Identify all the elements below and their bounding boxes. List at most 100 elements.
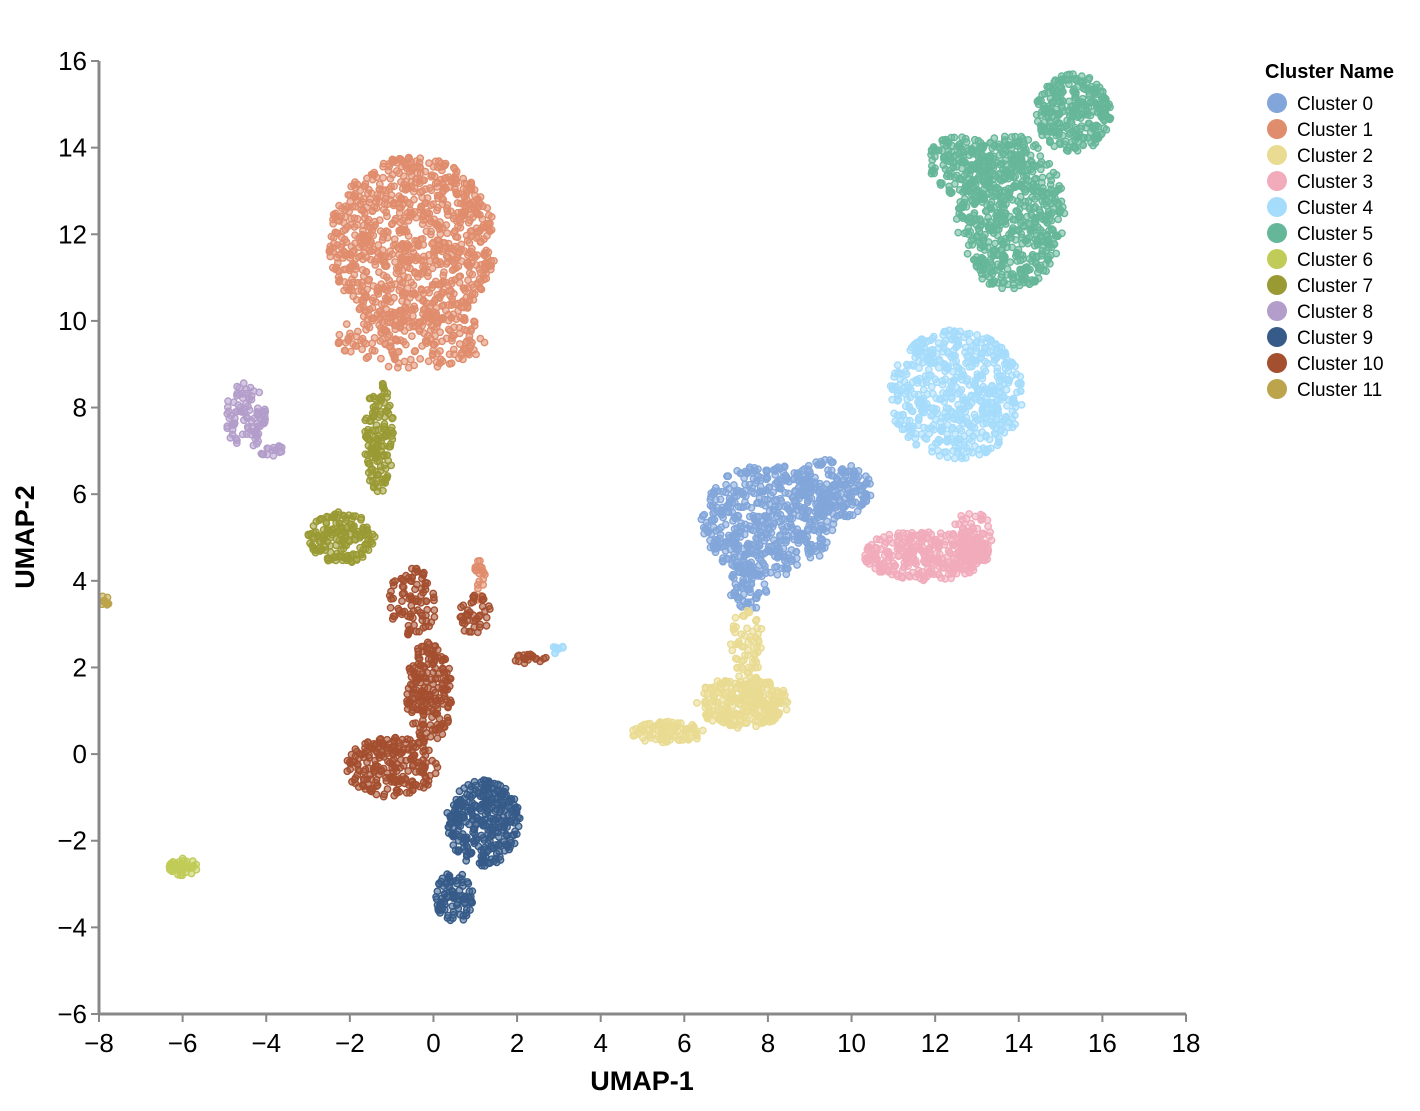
scatter-point <box>962 443 971 452</box>
scatter-point <box>361 416 370 425</box>
scatter-point <box>913 348 921 357</box>
scatter-point <box>709 523 718 532</box>
scatter-point <box>880 540 889 549</box>
scatter-point <box>997 198 1005 207</box>
scatter-point <box>1005 230 1013 239</box>
scatter-point <box>941 367 950 376</box>
scatter-point <box>978 550 987 559</box>
scatter-point <box>803 465 812 474</box>
scatter-point <box>924 568 933 576</box>
scatter-point <box>479 271 488 280</box>
scatter-point <box>362 267 370 276</box>
scatter-point <box>1010 181 1018 190</box>
scatter-point <box>714 702 722 710</box>
scatter-point <box>382 327 391 335</box>
scatter-point <box>751 633 760 642</box>
scatter-point <box>450 350 458 359</box>
scatter-point <box>731 588 740 597</box>
scatter-point <box>702 710 710 719</box>
scatter-point <box>432 358 441 366</box>
scatter-point <box>940 564 949 572</box>
scatter-point <box>970 410 979 419</box>
scatter-point <box>374 241 383 249</box>
scatter-point <box>895 545 904 553</box>
scatter-point <box>880 551 889 560</box>
scatter-point <box>430 280 439 289</box>
scatter-point <box>773 570 782 579</box>
scatter-point <box>1008 407 1017 416</box>
scatter-point <box>716 495 725 504</box>
scatter-point <box>1042 267 1051 275</box>
scatter-point <box>748 686 756 695</box>
scatter-point <box>269 451 278 460</box>
scatter-point <box>318 515 326 523</box>
scatter-point <box>418 262 427 271</box>
scatter-point <box>1014 273 1022 282</box>
scatter-point <box>461 286 469 295</box>
scatter-point <box>1031 140 1040 149</box>
scatter-point <box>326 252 335 261</box>
scatter-point <box>730 481 738 489</box>
scatter-point <box>960 552 969 560</box>
scatter-point <box>341 251 349 260</box>
scatter-point <box>983 206 991 215</box>
scatter-point <box>309 534 317 543</box>
scatter-point <box>342 265 350 274</box>
scatter-point <box>978 405 987 413</box>
scatter-point <box>933 350 941 358</box>
scatter-point <box>889 559 898 568</box>
scatter-point <box>815 528 823 536</box>
scatter-point <box>1092 80 1101 89</box>
scatter-point <box>674 736 683 744</box>
scatter-point <box>1069 101 1078 110</box>
scatter-point <box>722 683 730 692</box>
scatter-point <box>927 346 935 355</box>
scatter-point <box>368 303 377 312</box>
scatter-point <box>1012 370 1021 378</box>
scatter-point <box>751 656 759 665</box>
scatter-point <box>1055 208 1064 217</box>
scatter-point <box>320 530 328 539</box>
scatter-point <box>371 297 380 306</box>
scatter-point <box>715 716 724 724</box>
scatter-point <box>724 555 733 563</box>
scatter-point <box>872 535 881 544</box>
scatter-point <box>722 488 730 497</box>
scatter-point <box>344 191 353 199</box>
scatter-point <box>764 513 773 522</box>
scatter-point <box>873 544 881 553</box>
scatter-point <box>640 720 649 729</box>
scatter-point <box>728 572 736 581</box>
scatter-point <box>342 552 351 560</box>
scatter-point <box>801 535 810 544</box>
scatter-point <box>958 529 967 538</box>
scatter-point <box>947 393 955 401</box>
scatter-point <box>967 553 976 561</box>
scatter-point <box>383 451 392 459</box>
scatter-point <box>1004 191 1013 200</box>
scatter-point <box>372 421 381 430</box>
scatter-point <box>761 566 770 574</box>
scatter-point <box>985 221 994 229</box>
scatter-point <box>419 256 428 264</box>
scatter-point <box>818 536 827 544</box>
scatter-point <box>401 256 409 264</box>
scatter-point <box>708 684 717 693</box>
scatter-point <box>346 530 355 538</box>
scatter-point <box>436 279 445 288</box>
scatter-point <box>959 395 967 404</box>
scatter-point <box>783 474 792 483</box>
scatter-point <box>358 295 367 304</box>
scatter-point <box>469 346 478 354</box>
scatter-point <box>936 181 945 189</box>
scatter-point <box>994 140 1003 149</box>
scatter-point <box>775 483 784 492</box>
scatter-point <box>774 552 783 561</box>
scatter-point <box>1008 423 1017 432</box>
scatter-point <box>388 170 397 179</box>
scatter-point <box>230 419 239 428</box>
scatter-point <box>1105 100 1113 109</box>
scatter-point <box>1058 131 1067 140</box>
scatter-point <box>714 542 723 551</box>
scatter-point <box>976 240 985 249</box>
